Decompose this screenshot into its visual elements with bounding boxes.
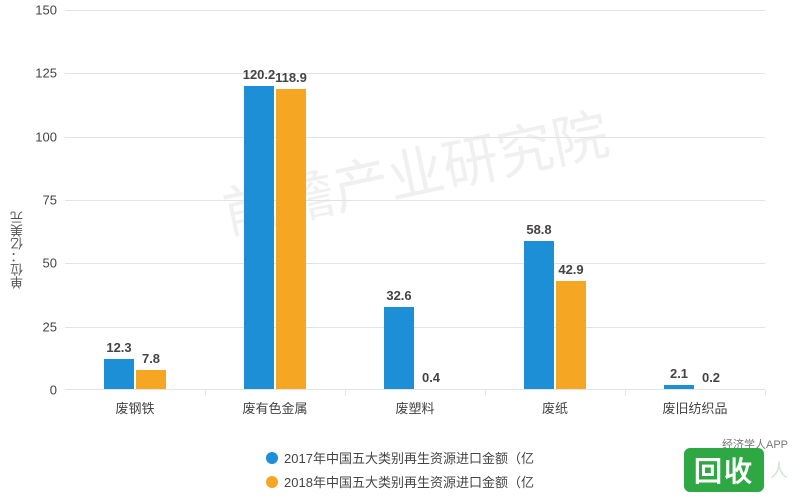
- x-tick-label: 废纸: [542, 390, 568, 417]
- bar: 12.3: [104, 359, 134, 390]
- badge-box: 回收: [684, 448, 764, 492]
- y-tick-label: 25: [43, 319, 65, 334]
- legend-label: 2018年中国五大类别再生资源进口金额（亿: [284, 475, 534, 490]
- y-axis-title: 单位：亿美元: [8, 211, 27, 289]
- x-tick-mark: [765, 390, 766, 396]
- bar-value-label: 42.9: [558, 262, 583, 281]
- legend-item: 2018年中国五大类别再生资源进口金额（亿: [266, 470, 534, 494]
- bar-value-label: 0.2: [702, 370, 720, 389]
- bars-layer: 12.37.8120.2118.932.60.458.842.92.10.2: [65, 10, 765, 390]
- legend-label: 2017年中国五大类别再生资源进口金额（亿: [284, 450, 534, 465]
- x-tick-mark: [485, 390, 486, 396]
- bar: 118.9: [276, 89, 306, 390]
- y-tick-label: 50: [43, 256, 65, 271]
- bar-value-label: 12.3: [106, 340, 131, 359]
- badge-tail: 人: [770, 457, 790, 483]
- x-tick-mark: [625, 390, 626, 396]
- y-tick-label: 125: [35, 66, 65, 81]
- legend-swatch: [266, 452, 278, 464]
- bar-value-label: 32.6: [386, 288, 411, 307]
- bar-value-label: 0.4: [422, 370, 440, 389]
- legend: 2017年中国五大类别再生资源进口金额（亿 2018年中国五大类别再生资源进口金额…: [0, 446, 800, 495]
- y-tick-label: 75: [43, 193, 65, 208]
- legend-item: 2017年中国五大类别再生资源进口金额（亿: [266, 446, 534, 470]
- bar-value-label: 120.2: [243, 67, 276, 86]
- bar-value-label: 2.1: [670, 366, 688, 385]
- x-tick-mark: [205, 390, 206, 396]
- bar: 32.6: [384, 307, 414, 390]
- chart-container: 单位：亿美元 前瞻产业研究院 12.37.8120.2118.932.60.45…: [0, 0, 800, 500]
- plot-area: 前瞻产业研究院 12.37.8120.2118.932.60.458.842.9…: [65, 10, 765, 390]
- y-tick-label: 100: [35, 129, 65, 144]
- x-tick-label: 废有色金属: [242, 390, 307, 417]
- legend-swatch: [266, 476, 278, 488]
- bar-value-label: 58.8: [526, 222, 551, 241]
- corner-badge: 回收 人: [684, 448, 790, 492]
- bar-value-label: 118.9: [275, 70, 307, 89]
- x-tick-mark: [345, 390, 346, 396]
- x-tick-label: 废钢铁: [115, 390, 154, 417]
- x-tick-label: 废旧纺织品: [662, 390, 727, 417]
- bar: 42.9: [556, 281, 586, 390]
- bar: 58.8: [524, 241, 554, 390]
- bar: 7.8: [136, 370, 166, 390]
- bar: 120.2: [244, 86, 274, 391]
- x-tick-label: 废塑料: [395, 390, 434, 417]
- y-tick-label: 150: [35, 3, 65, 18]
- y-tick-label: 0: [50, 383, 65, 398]
- bar-value-label: 7.8: [142, 351, 160, 370]
